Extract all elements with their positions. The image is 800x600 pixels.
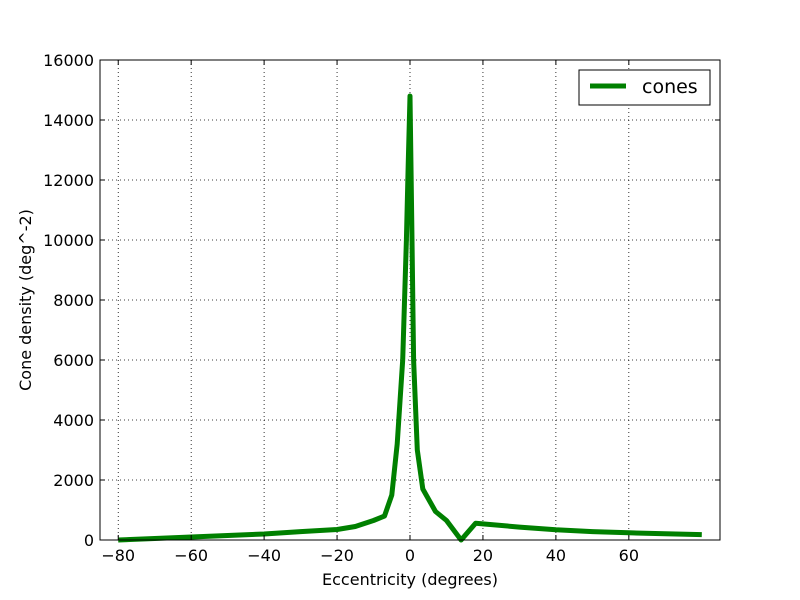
x-tick-labels: −80 −60 −40 −20 0 20 40 60 [101, 546, 639, 565]
axis-ticks [100, 59, 720, 541]
y-tick-label: 10000 [43, 231, 94, 250]
legend-label-cones: cones [642, 76, 698, 98]
x-tick-label: 20 [473, 546, 493, 565]
y-tick-label: 2000 [53, 471, 94, 490]
x-tick-label: 0 [405, 546, 415, 565]
y-axis-label: Cone density (deg^-2) [16, 209, 35, 391]
x-tick-label: −60 [174, 546, 208, 565]
x-tick-label: −80 [101, 546, 135, 565]
x-tick-label: −20 [320, 546, 354, 565]
x-tick-label: 40 [546, 546, 566, 565]
x-axis-label: Eccentricity (degrees) [322, 570, 498, 589]
y-tick-label: 6000 [53, 351, 94, 370]
y-tick-label: 16000 [43, 51, 94, 70]
y-tick-label: 4000 [53, 411, 94, 430]
series-layer [118, 93, 702, 543]
y-tick-labels: 0 2000 4000 6000 8000 10000 12000 14000 16000 [43, 51, 94, 550]
y-tick-label: 12000 [43, 171, 94, 190]
legend: cones [578, 69, 711, 106]
x-tick-label: 60 [619, 546, 639, 565]
y-tick-label: 0 [84, 531, 94, 550]
y-tick-label: 14000 [43, 111, 94, 130]
series-line-cones [118, 93, 702, 543]
x-tick-label: −40 [247, 546, 281, 565]
y-tick-label: 8000 [53, 291, 94, 310]
